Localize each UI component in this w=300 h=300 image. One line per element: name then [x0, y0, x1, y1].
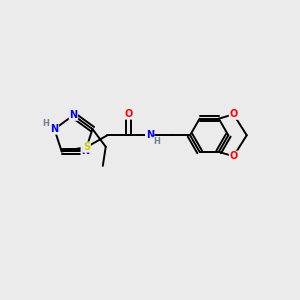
Text: N: N [69, 110, 77, 120]
Text: S: S [83, 142, 90, 152]
Text: O: O [230, 109, 238, 119]
Text: H: H [43, 119, 50, 128]
Text: O: O [230, 151, 238, 161]
Text: H: H [153, 137, 160, 146]
Text: N: N [50, 124, 59, 134]
Text: O: O [124, 109, 133, 119]
Text: N: N [146, 130, 154, 140]
Text: N: N [81, 146, 89, 157]
